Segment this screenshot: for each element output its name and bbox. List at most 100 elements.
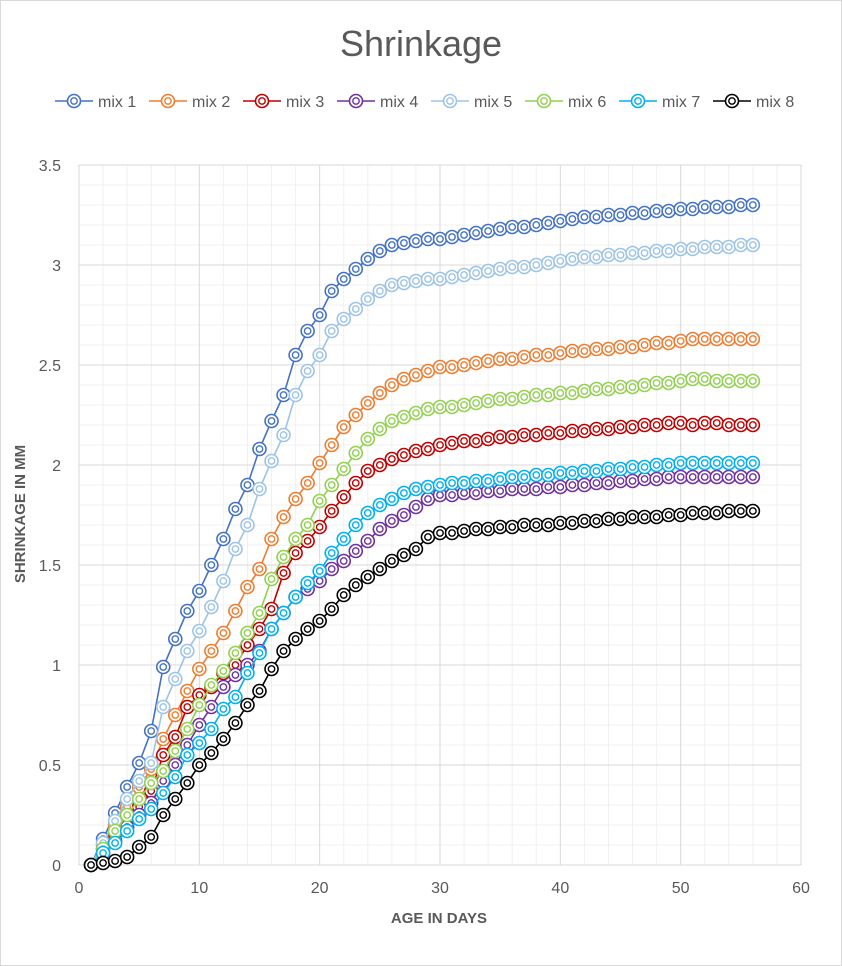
data-point-mix-2: [336, 419, 352, 435]
data-point-mix-7: [516, 469, 532, 485]
data-point-mix-7: [697, 455, 713, 471]
data-point-mix-2: [553, 345, 568, 361]
data-point-mix-7: [625, 459, 640, 475]
data-point-mix-8: [420, 529, 436, 545]
data-point-mix-6: [300, 517, 315, 533]
data-point-mix-1: [204, 557, 219, 573]
data-point-mix-3: [276, 565, 291, 581]
data-point-mix-1: [312, 307, 327, 323]
data-point-mix-1: [192, 583, 207, 599]
data-point-mix-7: [504, 469, 520, 485]
data-point-mix-3: [577, 423, 592, 439]
data-point-mix-4: [492, 483, 508, 499]
data-point-mix-5: [155, 699, 171, 715]
data-point-mix-2: [432, 359, 448, 375]
data-point-mix-8: [553, 515, 568, 531]
data-point-mix-6: [216, 663, 231, 679]
data-point-mix-8: [216, 731, 231, 747]
data-point-mix-7: [119, 823, 135, 839]
data-point-mix-6: [528, 387, 544, 403]
data-point-mix-8: [625, 509, 640, 525]
data-point-mix-5: [577, 249, 592, 265]
data-point-mix-2: [709, 331, 725, 347]
data-point-mix-6: [348, 445, 364, 461]
data-point-mix-8: [336, 587, 352, 603]
data-point-mix-5: [300, 363, 315, 379]
data-point-mix-3: [601, 421, 616, 437]
data-point-mix-8: [312, 613, 327, 629]
data-point-mix-2: [745, 331, 761, 347]
data-point-mix-3: [360, 463, 376, 479]
data-point-mix-2: [420, 363, 436, 379]
data-point-mix-1: [456, 227, 472, 243]
data-point-mix-1: [348, 261, 364, 277]
data-point-mix-8: [733, 503, 749, 519]
data-point-mix-8: [528, 517, 544, 533]
data-point-mix-5: [456, 267, 472, 283]
data-point-mix-5: [408, 273, 424, 289]
data-point-mix-2: [324, 437, 340, 453]
data-point-mix-5: [420, 271, 436, 287]
data-point-mix-7: [613, 461, 628, 477]
data-point-mix-7: [384, 491, 400, 507]
data-point-mix-3: [685, 417, 701, 433]
data-point-mix-7: [601, 461, 616, 477]
data-point-mix-5: [192, 623, 207, 639]
data-point-mix-4: [216, 679, 231, 695]
data-point-mix-1: [216, 531, 231, 547]
data-point-mix-3: [444, 435, 460, 451]
data-point-mix-4: [444, 487, 460, 503]
data-point-mix-3: [721, 417, 737, 433]
chart-title: Shrinkage: [339, 23, 503, 64]
data-point-mix-2: [444, 359, 460, 375]
data-point-mix-3: [456, 433, 472, 449]
data-point-mix-6: [565, 385, 580, 401]
data-point-mix-4: [613, 473, 628, 489]
data-point-mix-6: [288, 531, 303, 547]
data-point-mix-4: [685, 469, 701, 485]
data-point-mix-6: [119, 807, 135, 823]
data-point-mix-8: [661, 507, 676, 523]
legend-marker-icon: [630, 93, 646, 109]
legend-item-mix-8: mix 8: [713, 93, 794, 111]
data-point-mix-3: [553, 425, 568, 441]
data-point-mix-1: [432, 231, 448, 247]
legend-label: mix 3: [286, 94, 324, 111]
y-tick-label: 3: [52, 258, 61, 275]
data-point-mix-7: [408, 481, 424, 497]
data-point-mix-5: [697, 239, 713, 255]
data-point-mix-3: [649, 417, 664, 433]
data-point-mix-3: [613, 419, 628, 435]
legend: mix 1 mix 2 mix 3 mix 4 mix 5 mix 6 mix 7 mix 8: [55, 93, 794, 111]
data-point-mix-4: [709, 469, 725, 485]
data-point-mix-3: [540, 425, 556, 441]
data-point-mix-7: [577, 463, 592, 479]
data-point-mix-6: [625, 379, 640, 395]
data-point-mix-4: [204, 699, 219, 715]
data-point-mix-6: [204, 677, 219, 693]
legend-item-mix-6: mix 6: [525, 93, 606, 111]
legend-item-mix-3: mix 3: [243, 93, 324, 111]
data-point-mix-4: [372, 521, 388, 537]
y-tick-label: 1.5: [39, 558, 61, 575]
data-point-mix-3: [180, 699, 195, 715]
data-point-mix-5: [396, 275, 412, 291]
data-point-mix-8: [709, 505, 725, 521]
data-point-mix-3: [155, 747, 171, 763]
data-point-mix-7: [155, 785, 171, 801]
data-point-mix-3: [324, 503, 340, 519]
data-point-mix-1: [276, 387, 291, 403]
data-point-mix-8: [685, 505, 701, 521]
data-point-mix-1: [228, 501, 243, 517]
data-point-mix-4: [589, 475, 604, 491]
data-point-mix-4: [745, 469, 761, 485]
data-point-mix-8: [577, 513, 592, 529]
data-point-mix-4: [661, 469, 676, 485]
data-point-mix-1: [673, 201, 688, 217]
data-point-mix-6: [649, 375, 664, 391]
data-point-mix-1: [492, 221, 508, 237]
data-point-mix-7: [745, 455, 761, 471]
x-tick-label: 50: [672, 880, 690, 897]
data-point-mix-1: [324, 283, 340, 299]
data-point-mix-3: [492, 429, 508, 445]
